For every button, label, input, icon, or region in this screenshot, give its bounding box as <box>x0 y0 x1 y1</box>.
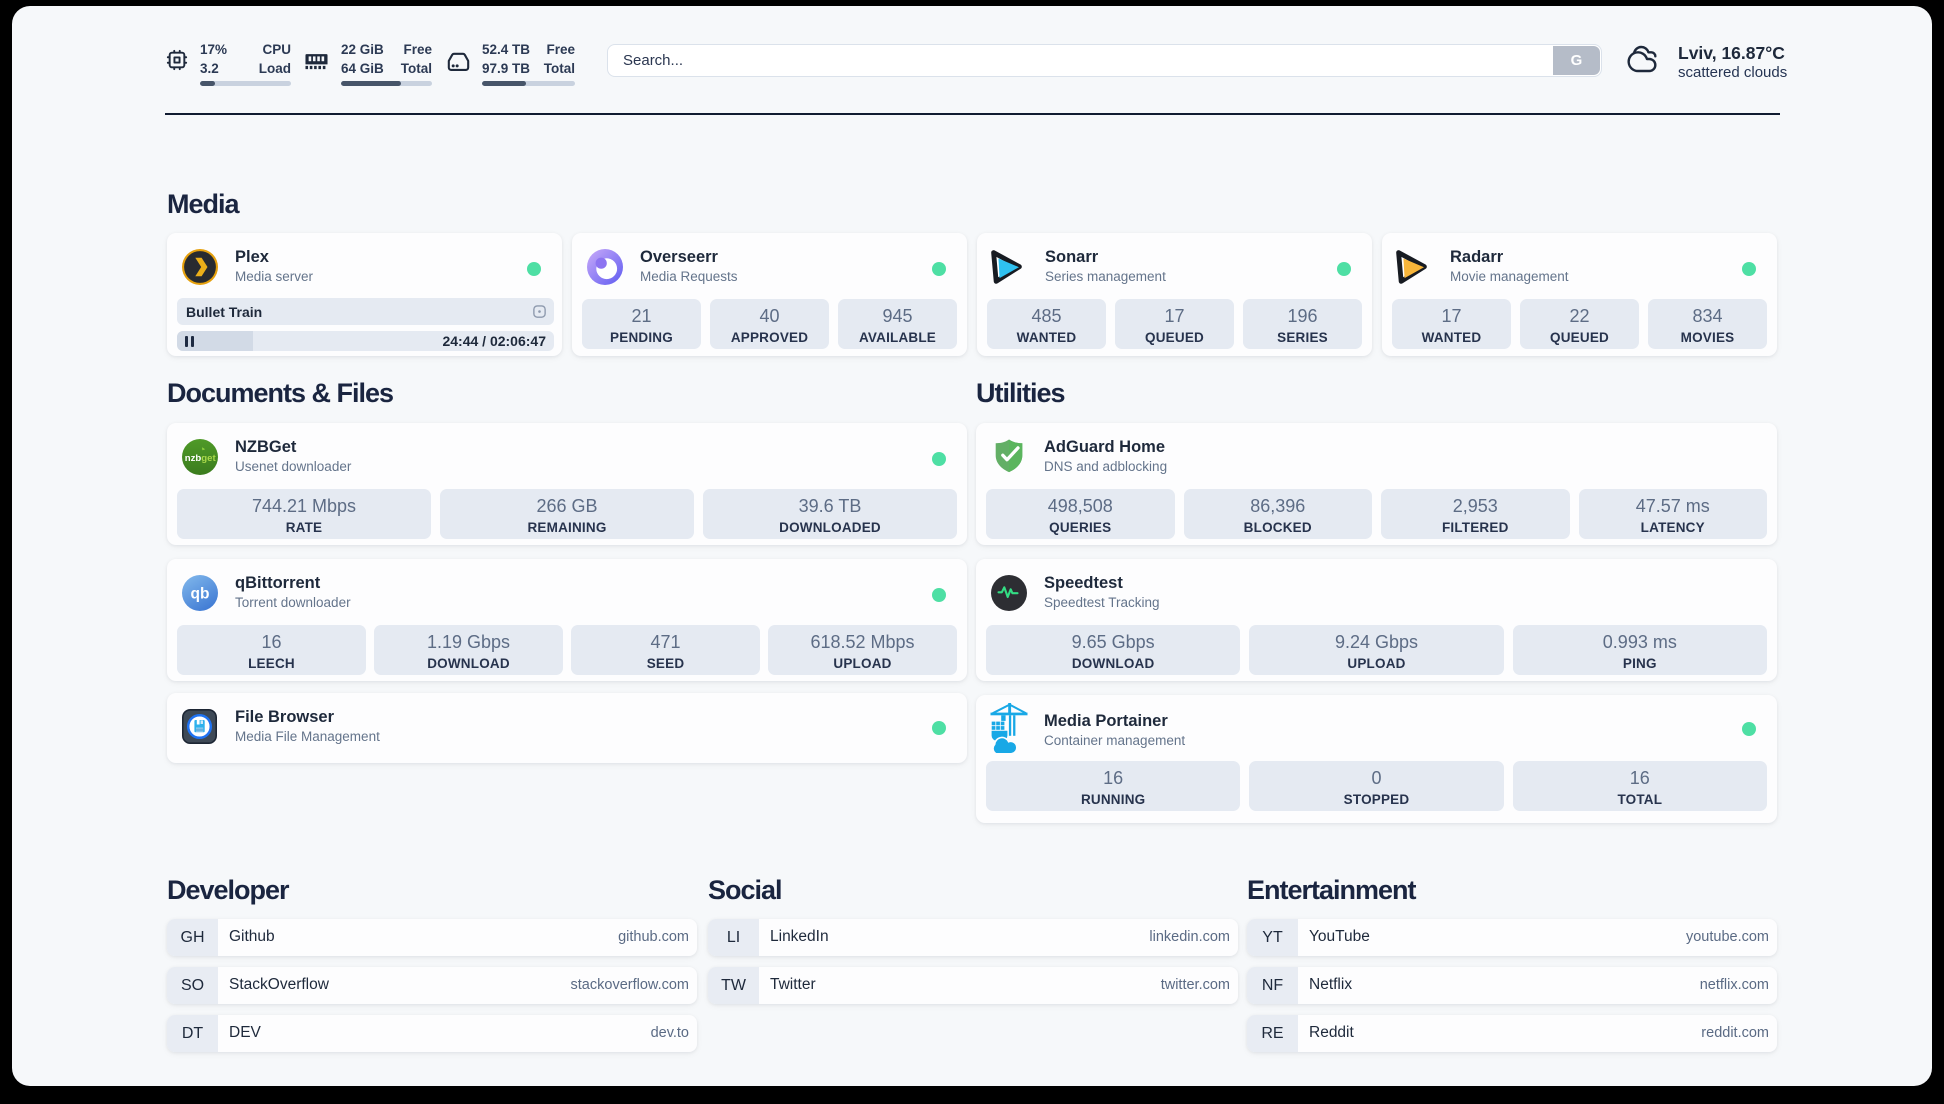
svg-text:nzbget: nzbget <box>185 453 217 464</box>
svg-text:qb: qb <box>191 586 210 603</box>
